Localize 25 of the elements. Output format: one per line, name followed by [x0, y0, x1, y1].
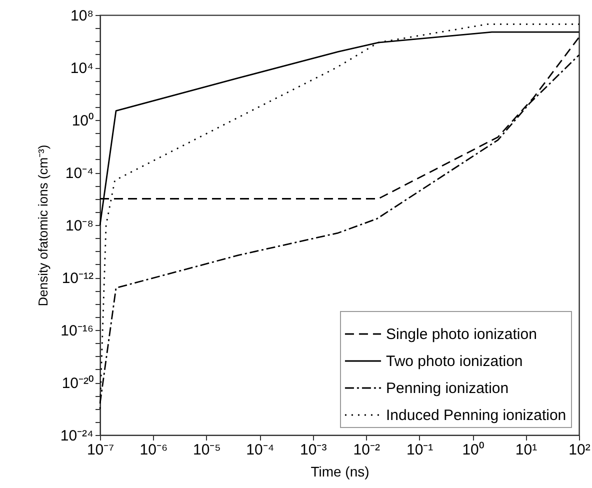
- legend-label: Penning ionization: [386, 380, 509, 397]
- legend-label: Two photo ionization: [386, 353, 523, 370]
- legend-label: Induced Penning ionization: [386, 407, 566, 424]
- y-tick-label: 10⁻²⁰: [62, 375, 94, 392]
- x-axis-title: Time (ns): [310, 464, 370, 480]
- x-tick-label: 10²: [568, 442, 590, 458]
- x-tick-label: 10⁻¹: [406, 442, 434, 458]
- x-tick-label: 10¹: [515, 442, 538, 458]
- legend-label: Single photo ionization: [386, 326, 537, 343]
- x-tick-label: 10⁻²: [353, 442, 380, 458]
- y-axis-title: Density ofatomic ions (cm⁻³): [35, 144, 50, 306]
- y-tick-label: 10⁰: [72, 112, 94, 130]
- y-tick-label: 10⁻²⁴: [60, 428, 94, 444]
- y-tick-label: 10⁻⁸: [65, 218, 94, 234]
- y-tick-label: 10⁻⁴: [65, 165, 94, 182]
- y-tick-label: 10⁸: [70, 8, 94, 24]
- x-tick-label: 10⁻⁵: [192, 442, 221, 458]
- x-tick-label: 10⁻⁷: [86, 442, 114, 458]
- x-tick-label: 10⁻⁴: [246, 442, 274, 458]
- y-tick-label: 10⁴: [70, 60, 94, 77]
- x-tick-label: 10⁻⁶: [140, 442, 168, 458]
- y-tick-label: 10⁻¹⁶: [60, 322, 94, 340]
- y-tick-label: 10⁻¹²: [62, 270, 94, 287]
- x-tick-label: 10⁻³: [300, 442, 327, 458]
- x-tick-label: 10⁰: [462, 442, 484, 458]
